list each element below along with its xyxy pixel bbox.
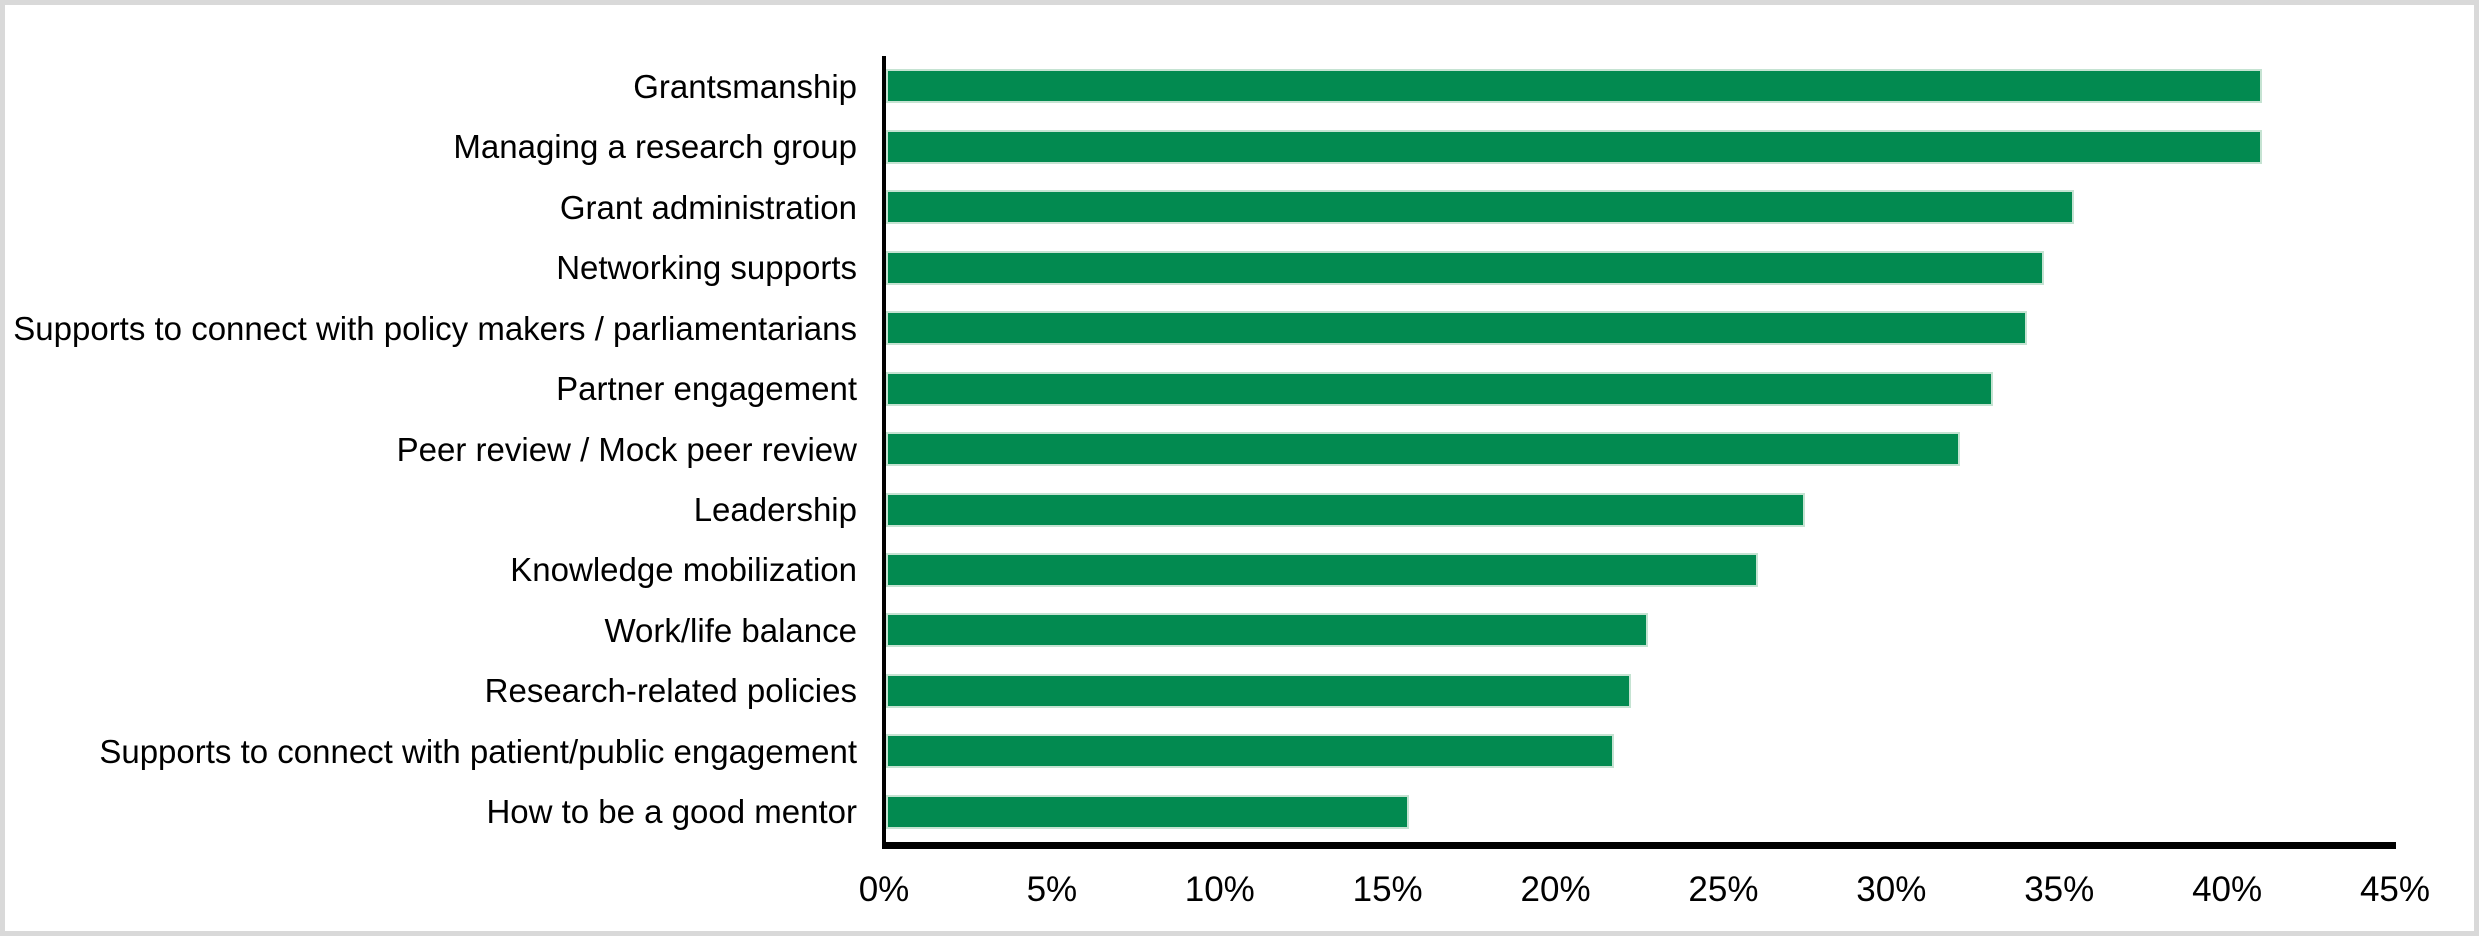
- y-axis-line: [882, 56, 886, 849]
- bar: [886, 552, 1759, 587]
- bar: [886, 371, 1994, 406]
- category-label: Work/life balance: [604, 611, 857, 649]
- bar: [886, 190, 2074, 225]
- bar: [886, 432, 1960, 467]
- x-axis-line: [882, 842, 2396, 849]
- category-label: Peer review / Mock peer review: [396, 430, 857, 468]
- x-tick-label: 5%: [1026, 870, 1078, 909]
- x-tick-label: 0%: [858, 870, 910, 909]
- category-label: Supports to connect with patient/public …: [99, 732, 857, 770]
- bar-row: [886, 721, 2396, 781]
- bar: [886, 69, 2262, 104]
- bar-row: [886, 358, 2396, 418]
- category-label: How to be a good mentor: [486, 793, 857, 831]
- category-label: Knowledge mobilization: [510, 551, 857, 589]
- x-tick-label: 10%: [1184, 870, 1255, 909]
- bar: [886, 311, 2027, 346]
- x-axis-ticks: 0% 5% 10% 15% 20% 25% 30% 35% 40% 45%: [859, 869, 2430, 914]
- category-label: Partner engagement: [556, 370, 857, 408]
- bar-row: [886, 116, 2396, 176]
- bar: [886, 492, 1806, 527]
- plot-area: [886, 56, 2396, 842]
- x-tick-label: 40%: [2192, 870, 2263, 909]
- category-label: Grantsmanship: [633, 67, 857, 105]
- bar-row: [886, 600, 2396, 660]
- bar-row: [886, 237, 2396, 297]
- bar: [886, 129, 2262, 164]
- bar-row: [886, 56, 2396, 116]
- bar-row: [886, 782, 2396, 842]
- x-tick-label: 45%: [2359, 870, 2431, 909]
- bar: [886, 250, 2044, 285]
- category-label: Grant administration: [559, 188, 857, 226]
- category-label: Leadership: [693, 491, 857, 529]
- category-label: Networking supports: [556, 249, 857, 287]
- bar: [886, 613, 1648, 648]
- category-label: Supports to connect with policy makers /…: [13, 309, 857, 347]
- bar: [886, 734, 1615, 769]
- category-label: Research-related policies: [484, 672, 857, 710]
- x-tick-label: 20%: [1520, 870, 1591, 909]
- category-label: Managing a research group: [453, 128, 857, 166]
- bar-row: [886, 479, 2396, 539]
- bar: [886, 794, 1410, 829]
- bar-row: [886, 540, 2396, 600]
- bar: [886, 673, 1631, 708]
- x-tick-label: 15%: [1352, 870, 1423, 909]
- x-tick-label: 35%: [2024, 870, 2095, 909]
- category-axis: Grantsmanship Managing a research group Gr…: [5, 56, 857, 842]
- bar-row: [886, 419, 2396, 479]
- x-tick-label: 30%: [1856, 870, 1927, 909]
- bar-row: [886, 177, 2396, 237]
- bar-row: [886, 661, 2396, 721]
- x-tick-label: 25%: [1688, 870, 1759, 909]
- bar-row: [886, 298, 2396, 358]
